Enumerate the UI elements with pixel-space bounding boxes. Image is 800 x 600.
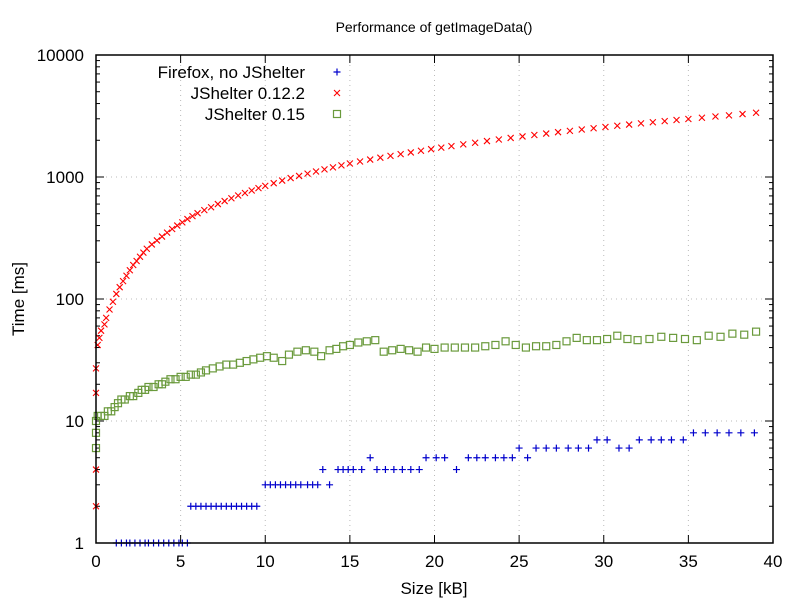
x-axis-label: Size [kB]	[400, 579, 467, 598]
x-tick-label: 10	[256, 552, 275, 571]
legend-label: Firefox, no JShelter	[158, 63, 306, 82]
series-jshelter-0-12-2	[92, 109, 760, 510]
x-tick-label: 40	[764, 552, 783, 571]
series-jshelter-0-15	[91, 327, 761, 453]
plot-frame	[95, 54, 774, 544]
x-tick-label: 30	[594, 552, 613, 571]
legend-label: JShelter 0.12.2	[191, 84, 305, 103]
series-firefox-no-jshelter	[112, 429, 758, 547]
legend-label: JShelter 0.15	[205, 105, 305, 124]
y-tick-label: 100	[56, 290, 84, 309]
legend: Firefox, no JShelter JShelter 0.12.2 JShel…	[158, 63, 342, 124]
y-axis-label: Time [ms]	[9, 262, 28, 336]
x-tick-label: 35	[679, 552, 698, 571]
y-tick-label: 10	[65, 412, 84, 431]
x-tick-label: 0	[91, 552, 100, 571]
y-tick-label: 1000	[46, 168, 84, 187]
x-tick-label: 25	[510, 552, 529, 571]
axis-ticks: 0 5 10 15 20 25 30 35 40 1 10 100 1000 10000	[37, 46, 783, 571]
x-tick-label: 5	[176, 552, 185, 571]
x-tick-label: 15	[340, 552, 359, 571]
y-tick-label: 10000	[37, 46, 84, 65]
chart-title: Performance of getImageData()	[336, 19, 533, 35]
x-tick-label: 20	[425, 552, 444, 571]
data-points	[91, 109, 761, 547]
grid-lines	[96, 55, 773, 543]
y-tick-label: 1	[75, 534, 84, 553]
